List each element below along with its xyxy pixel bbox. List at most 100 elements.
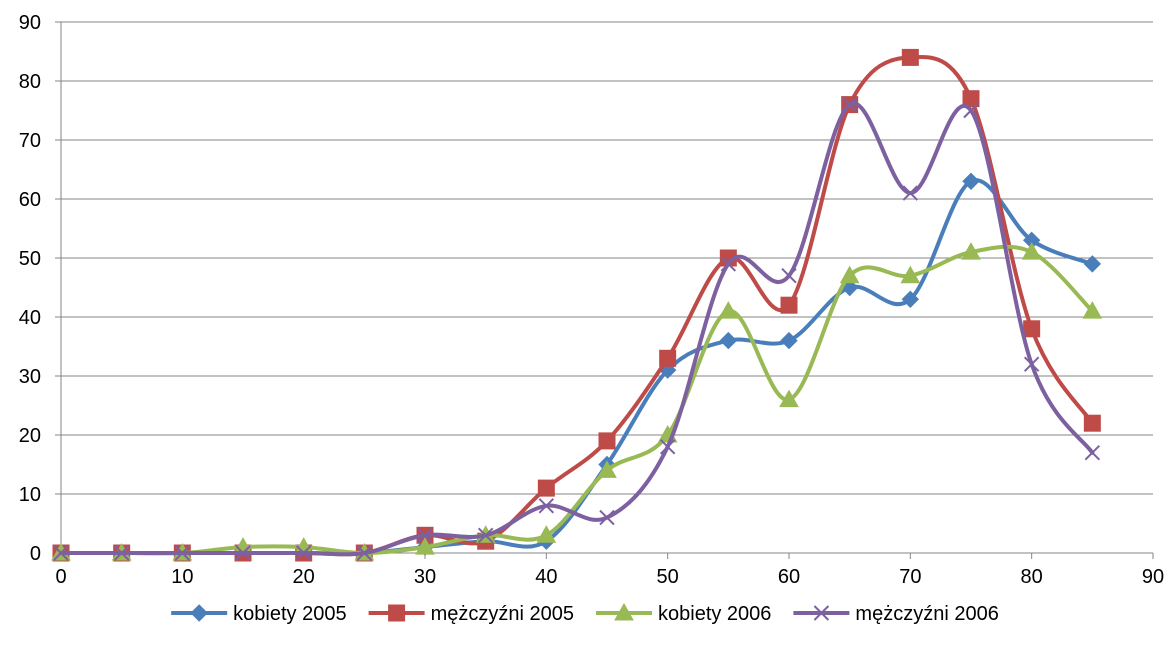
data-point <box>1082 301 1103 319</box>
x-tick-label: 20 <box>293 566 315 588</box>
data-point <box>53 545 69 561</box>
data-point <box>962 172 980 191</box>
marker-stroke <box>963 102 979 119</box>
data-point <box>356 545 373 561</box>
y-tick-label: 50 <box>19 248 41 270</box>
x-tick-label: 80 <box>1021 566 1043 588</box>
data-point <box>536 525 557 543</box>
x-tick-label: 50 <box>657 566 679 588</box>
data-point <box>659 439 676 455</box>
legend-item: mężczyźni 2005 <box>368 603 574 625</box>
data-point <box>597 460 617 478</box>
x-tick-label: 90 <box>1142 566 1164 588</box>
data-point <box>962 90 980 108</box>
x-tick-label: 40 <box>535 566 557 588</box>
marker-stroke <box>356 545 373 561</box>
marker-stroke <box>902 185 919 201</box>
marker-stroke <box>781 267 797 284</box>
y-tick-label: 20 <box>19 425 41 447</box>
data-point <box>900 265 921 284</box>
legend-item: kobiety 2006 <box>596 602 771 625</box>
y-tick-label: 10 <box>19 484 41 506</box>
y-tick-label: 60 <box>19 189 41 211</box>
legend-label: mężczyźni 2006 <box>855 603 998 625</box>
x-tick-label: 10 <box>171 566 193 588</box>
data-point <box>961 242 981 260</box>
data-point <box>901 290 920 309</box>
data-point <box>1083 414 1101 432</box>
legend-marker <box>813 605 830 621</box>
data-point <box>720 256 737 272</box>
data-point <box>174 545 191 561</box>
data-point <box>599 509 615 526</box>
data-point <box>718 301 739 319</box>
series-3 <box>53 96 1101 561</box>
gridlines <box>61 21 1153 495</box>
data-point <box>113 545 130 561</box>
data-point <box>537 479 555 497</box>
data-point <box>1021 242 1042 260</box>
y-tick-label: 80 <box>19 71 41 93</box>
y-tick-label: 40 <box>19 307 41 329</box>
data-point <box>477 527 494 544</box>
data-point <box>1083 255 1102 273</box>
marker-stroke <box>813 605 830 621</box>
series-line <box>59 101 1095 557</box>
marker-stroke <box>538 498 555 514</box>
data-point <box>901 48 919 66</box>
marker-stroke <box>174 545 191 561</box>
data-point <box>538 498 555 514</box>
data-point <box>781 267 797 284</box>
data-point <box>1023 356 1040 372</box>
x-tick-label: 70 <box>899 566 921 588</box>
data-point <box>839 265 860 284</box>
marker-stroke <box>659 439 676 455</box>
data-point <box>417 527 433 544</box>
legend-label: kobiety 2005 <box>233 603 346 625</box>
legend-label: mężczyźni 2005 <box>431 603 574 625</box>
marker-stroke <box>295 545 312 561</box>
data-point <box>659 349 677 367</box>
data-point <box>415 537 435 555</box>
data-point <box>780 296 798 314</box>
marker-stroke <box>1023 356 1040 372</box>
series-line <box>59 178 1095 556</box>
marker-stroke <box>841 96 858 113</box>
data-point <box>1084 444 1101 461</box>
marker-stroke <box>417 527 433 544</box>
y-tick-label: 0 <box>30 543 41 565</box>
marker-stroke <box>477 527 494 544</box>
data-point <box>295 545 312 561</box>
series-line <box>59 54 1095 557</box>
y-tick-label: 30 <box>19 366 41 388</box>
legend-label: kobiety 2006 <box>658 603 771 625</box>
data-point <box>963 102 979 119</box>
y-tick-label: 70 <box>19 130 41 152</box>
series-1 <box>52 48 1101 562</box>
marker-stroke <box>235 545 251 561</box>
legend-item: mężczyźni 2006 <box>793 603 999 625</box>
marker-stroke <box>113 545 130 561</box>
data-point <box>779 389 799 408</box>
legend-marker <box>190 604 208 622</box>
legend: kobiety 2005 mężczyźni 2005 kobiety 2006 mę… <box>171 602 999 625</box>
x-tick-label: 0 <box>55 566 66 588</box>
legend-item: kobiety 2005 <box>171 603 347 625</box>
marker-stroke <box>53 545 69 561</box>
data-point <box>235 545 251 561</box>
y-tick-label: 90 <box>19 12 41 34</box>
series-2 <box>51 242 1103 561</box>
legend-marker <box>388 604 406 622</box>
data-point <box>841 96 858 113</box>
legend-marker <box>614 602 634 621</box>
data-point <box>719 331 738 350</box>
data-point <box>780 331 798 350</box>
data-point <box>598 432 616 450</box>
data-point <box>902 185 919 201</box>
series-line <box>59 244 1095 556</box>
marker-stroke <box>720 256 737 272</box>
data-point <box>1023 320 1041 338</box>
marker-stroke <box>1084 444 1101 461</box>
